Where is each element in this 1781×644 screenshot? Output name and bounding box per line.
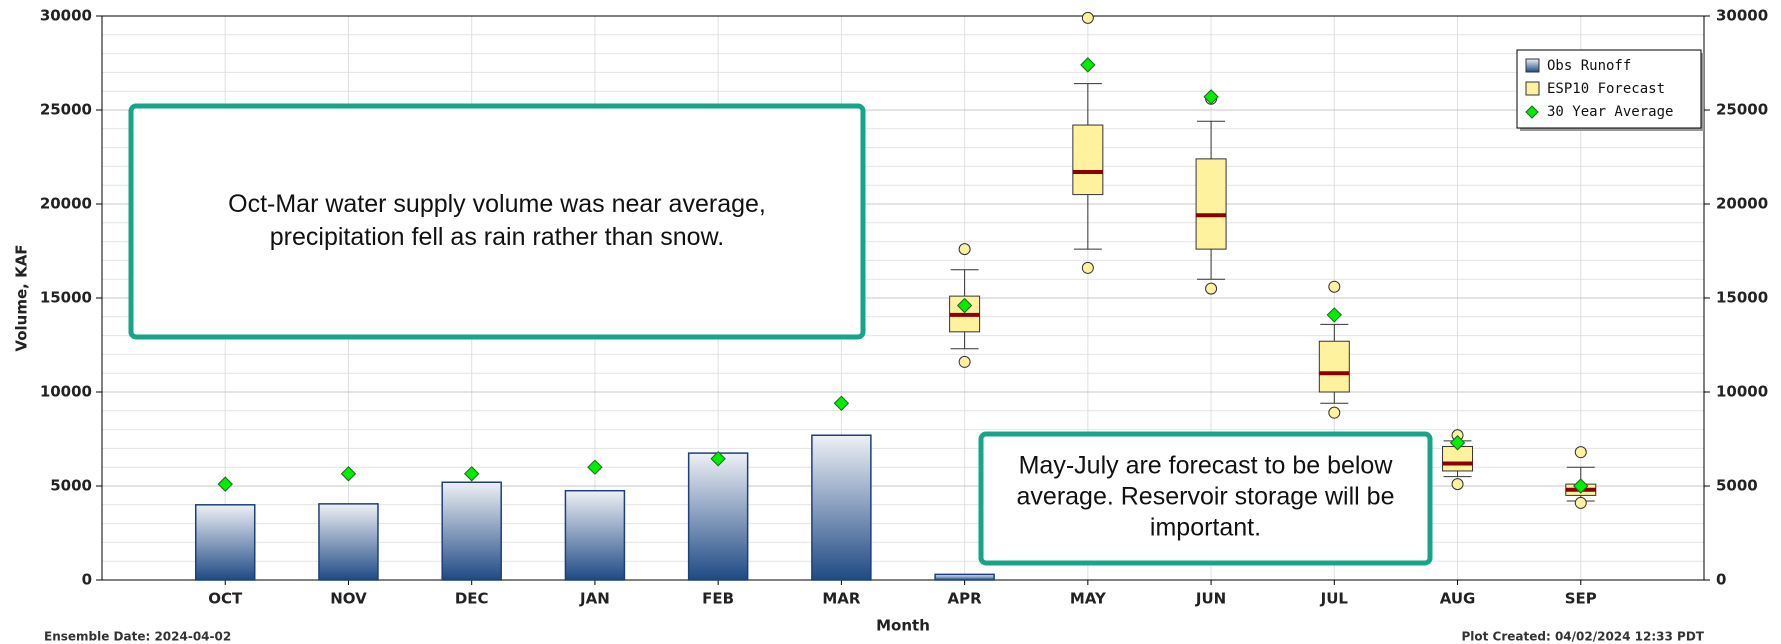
y-tick-label: 0 [82,571,92,589]
y-tick-label: 15000 [40,289,92,307]
average-diamond [710,451,726,467]
annotation-text: precipitation fell as rain rather than s… [270,223,724,251]
average-diamond [1326,307,1343,323]
legend-swatch [1525,58,1540,73]
x-tick-label: SEP [1565,590,1597,608]
annotation-box [978,431,1433,566]
outlier [1574,446,1587,459]
outlier [1451,478,1464,491]
average-diamond [1080,57,1096,73]
annotation-text: May-July are forecast to be below [1019,452,1394,480]
x-tick-label: JAN [579,590,610,608]
x-tick-label: APR [948,590,983,608]
average-diamond [833,395,850,411]
annotation-text: Oct-Mar water supply volume was near ave… [228,190,766,218]
obs-bar [318,503,379,581]
y2-tick-label: 30000 [1716,7,1768,25]
y-tick-label: 25000 [40,101,92,119]
legend-label: 30 Year Average [1547,104,1673,120]
x-tick-label: OCT [208,590,243,608]
obs-bar [564,489,626,581]
legend-label: Obs Runoff [1547,58,1631,74]
x-tick-label: MAY [1070,590,1107,608]
footer-right: Plot Created: 04/02/2024 12:33 PDT [1461,630,1704,644]
outlier [1205,282,1218,295]
plot-frame [101,15,1705,581]
x-tick-label: AUG [1440,590,1476,608]
legend-label: ESP10 Forecast [1547,81,1665,97]
annotation-text: average. Reservoir storage will be [1017,483,1395,511]
average-diamond [1449,435,1466,451]
x-tick-label: NOV [330,590,367,608]
outlier [958,355,971,368]
y2-tick-label: 20000 [1716,195,1768,213]
box [1195,158,1227,250]
box [1072,124,1104,196]
x-tick-label: FEB [702,590,734,608]
y-tick-label: 20000 [40,195,92,213]
average-diamond [1573,478,1589,494]
outlier [1328,406,1341,419]
y2-tick-label: 0 [1716,571,1726,589]
obs-bar [441,481,502,581]
average-diamond [340,466,357,482]
y-axis-label: Volume, KAF [13,244,31,351]
y2-tick-label: 15000 [1716,289,1768,307]
x-tick-label: MAR [822,590,861,608]
x-tick-label: JUN [1195,590,1226,608]
y-tick-label: 30000 [40,7,92,25]
box [1318,340,1350,393]
average-diamond [463,466,480,482]
average-diamond [1203,89,1219,105]
footer-left: Ensemble Date: 2024-04-02 [44,630,231,644]
x-tick-label: JUL [1320,590,1349,608]
y2-tick-label: 25000 [1716,101,1768,119]
outlier [958,243,971,256]
legend-swatch [1525,105,1539,119]
y2-tick-label: 10000 [1716,383,1768,401]
x-tick-label: DEC [455,590,489,608]
legend-box [1516,49,1702,129]
y2-tick-label: 5000 [1716,477,1758,495]
outlier [1081,261,1094,274]
obs-bar [687,452,749,581]
annotation-text: important. [1150,514,1261,542]
obs-bar [934,573,995,581]
x-axis-label: Month [876,617,930,635]
outlier [1574,496,1587,509]
outlier [1328,280,1341,293]
y-tick-label: 5000 [50,477,92,495]
average-diamond [587,459,603,475]
average-diamond [956,297,973,314]
legend-swatch [1525,81,1540,96]
annotation-box [128,103,866,340]
outlier [1081,11,1094,24]
y-tick-label: 10000 [40,383,92,401]
average-diamond [217,476,233,492]
obs-bar [194,504,256,581]
obs-bar [811,434,872,581]
